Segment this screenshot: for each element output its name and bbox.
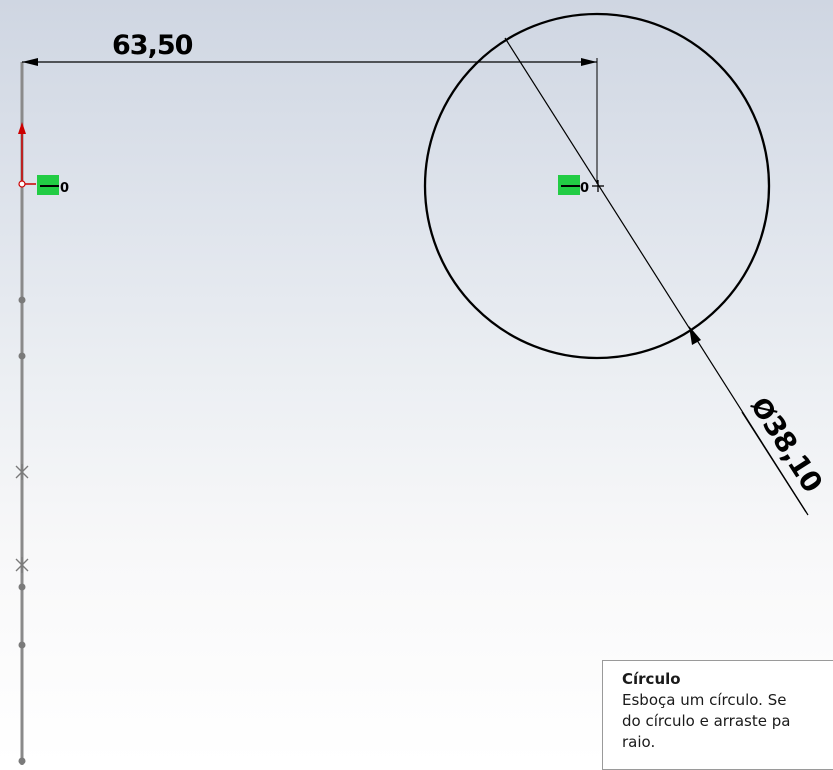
line-vertices [18,296,26,765]
tooltip-description-line-1: Esboça um círculo. Se [622,691,787,709]
relation-marker-label: 0 [60,181,69,196]
tooltip-title: Círculo [622,670,681,688]
center-relation-icon[interactable]: 0 [558,175,589,196]
circle-center-point[interactable] [592,180,604,192]
tooltip-description-line-3: raio. [622,733,656,751]
center-relation-label: 0 [580,181,589,196]
diameter-dimension[interactable]: Ø 38,10 [504,37,829,516]
sketch-circle[interactable] [423,12,771,360]
horizontal-dimension[interactable]: 63,50 [22,30,598,184]
horizontal-relation-icon[interactable]: 0 [37,175,69,196]
command-tooltip: Círculo Esboça um círculo. Se do círculo… [602,660,833,770]
midpoint-markers [15,464,29,573]
tooltip-description-line-2: do círculo e arraste pa [622,712,791,730]
horizontal-dimension-value[interactable]: 63,50 [112,30,194,61]
origin-icon[interactable] [18,122,36,188]
diameter-dimension-value[interactable]: 38,10 [756,409,829,498]
